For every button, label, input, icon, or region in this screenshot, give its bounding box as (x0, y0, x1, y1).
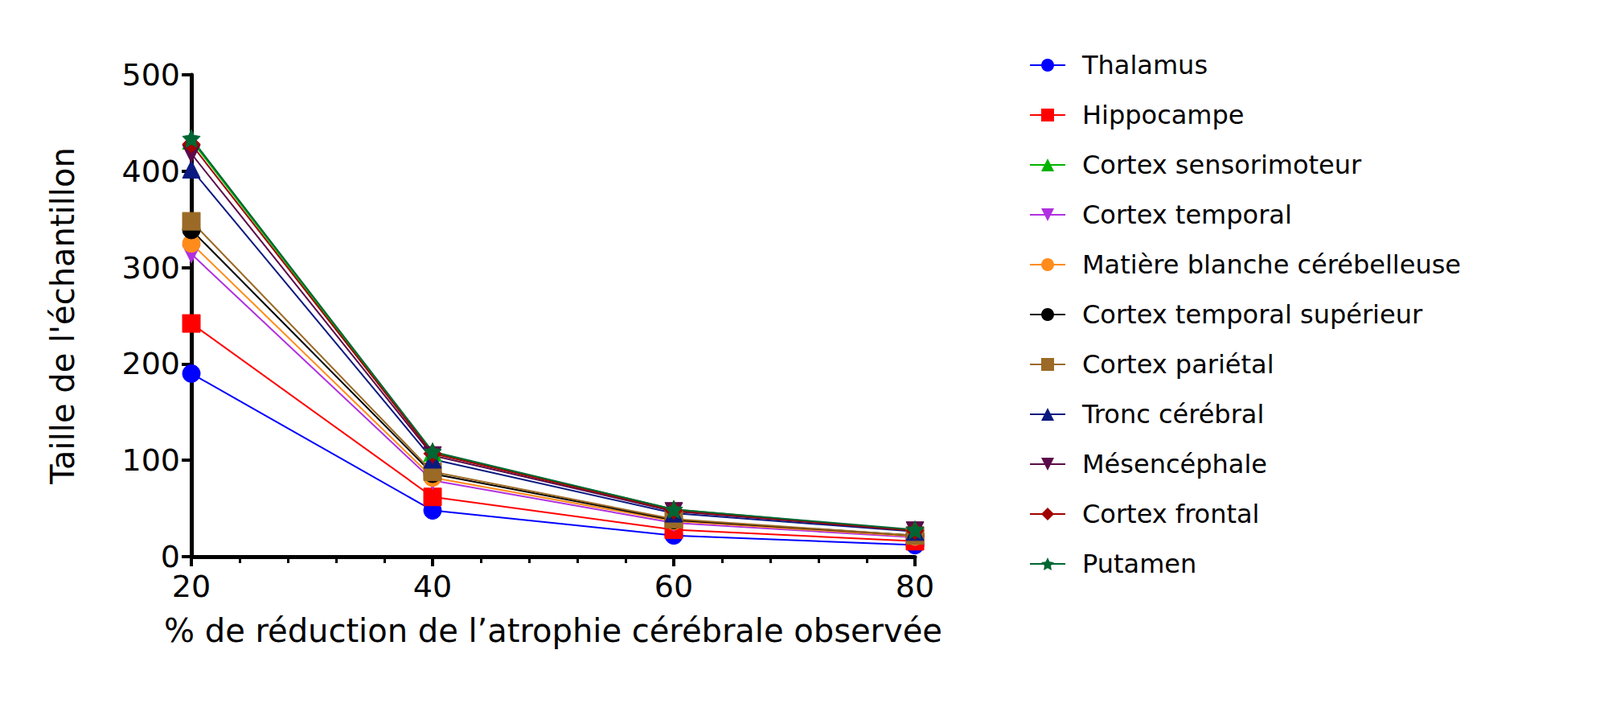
svg-text:Cortex temporal supérieur: Cortex temporal supérieur (1082, 299, 1424, 330)
svg-text:20: 20 (172, 568, 211, 604)
svg-text:Cortex frontal: Cortex frontal (1082, 498, 1260, 530)
svg-text:Cortex temporal: Cortex temporal (1082, 199, 1293, 230)
svg-text:300: 300 (121, 250, 181, 286)
svg-text:60: 60 (654, 568, 694, 604)
svg-text:Putamen: Putamen (1082, 548, 1197, 579)
svg-text:Tronc cérébral: Tronc cérébral (1081, 398, 1264, 430)
svg-text:40: 40 (413, 568, 452, 604)
svg-text:Taille de l'échantillon: Taille de l'échantillon (44, 147, 82, 485)
svg-text:200: 200 (121, 345, 181, 382)
svg-text:Thalamus: Thalamus (1081, 49, 1208, 81)
svg-text:0: 0 (160, 538, 181, 575)
svg-text:400: 400 (121, 153, 181, 189)
svg-text:Mésencéphale: Mésencéphale (1082, 448, 1268, 480)
svg-text:Cortex pariétal: Cortex pariétal (1082, 348, 1275, 380)
svg-text:Matière blanche cérébelleuse: Matière blanche cérébelleuse (1082, 249, 1461, 280)
svg-text:80: 80 (895, 568, 935, 604)
svg-text:100: 100 (121, 442, 181, 478)
svg-text:% de réduction de l’atrophie c: % de réduction de l’atrophie cérébrale o… (164, 611, 943, 649)
svg-text:500: 500 (121, 57, 181, 93)
svg-text:Hippocampe: Hippocampe (1082, 99, 1245, 131)
svg-text:Cortex sensorimoteur: Cortex sensorimoteur (1082, 149, 1363, 181)
